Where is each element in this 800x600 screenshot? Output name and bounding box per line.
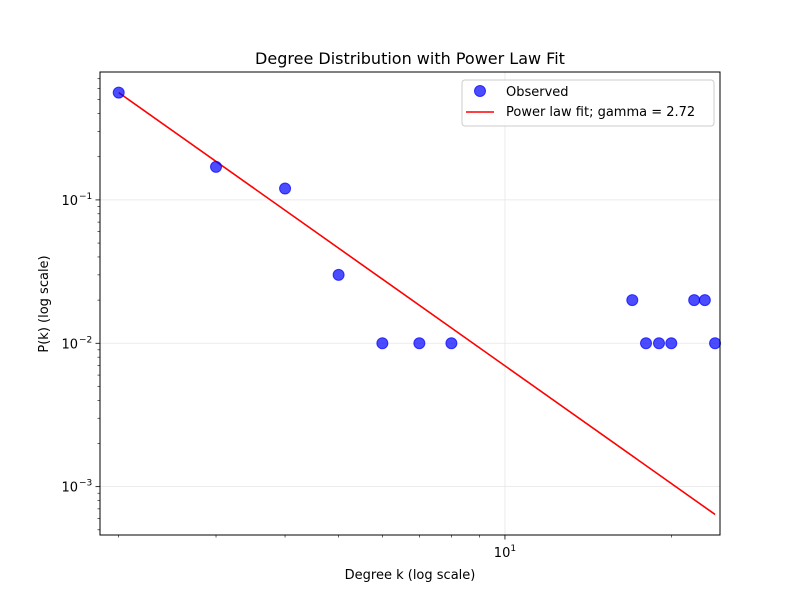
observed-point — [698, 294, 711, 307]
observed-point — [112, 86, 125, 99]
chart-title: Degree Distribution with Power Law Fit — [255, 49, 565, 68]
x-axis-label: Degree k (log scale) — [345, 568, 476, 583]
y-tick-exponent: −1 — [79, 192, 92, 202]
legend-label-observed: Observed — [506, 85, 569, 100]
observed-point — [688, 294, 701, 307]
y-tick-exponent: −2 — [79, 335, 92, 345]
y-tick-exponent: −3 — [79, 479, 92, 489]
axes-frame — [99, 71, 721, 536]
observed-point — [709, 337, 722, 350]
y-axis-label: P(k) (log scale) — [37, 255, 52, 352]
grid — [100, 72, 720, 535]
observed-point — [640, 337, 653, 350]
x-tick-exponent: 1 — [510, 544, 516, 554]
observed-point — [626, 294, 639, 307]
observed-point — [652, 337, 665, 350]
observed-point — [445, 337, 458, 350]
observed-point — [665, 337, 678, 350]
observed-point — [376, 337, 389, 350]
observed-point — [279, 182, 292, 195]
plot-series — [112, 86, 722, 516]
observed-point — [210, 160, 223, 173]
legend-label-fit: Power law fit; gamma = 2.72 — [506, 105, 695, 120]
observed-point — [332, 268, 345, 281]
legend: Observed Power law fit; gamma = 2.72 — [461, 79, 715, 127]
legend-marker-observed — [474, 85, 486, 97]
observed-point — [413, 337, 426, 350]
legend-box — [461, 79, 715, 127]
